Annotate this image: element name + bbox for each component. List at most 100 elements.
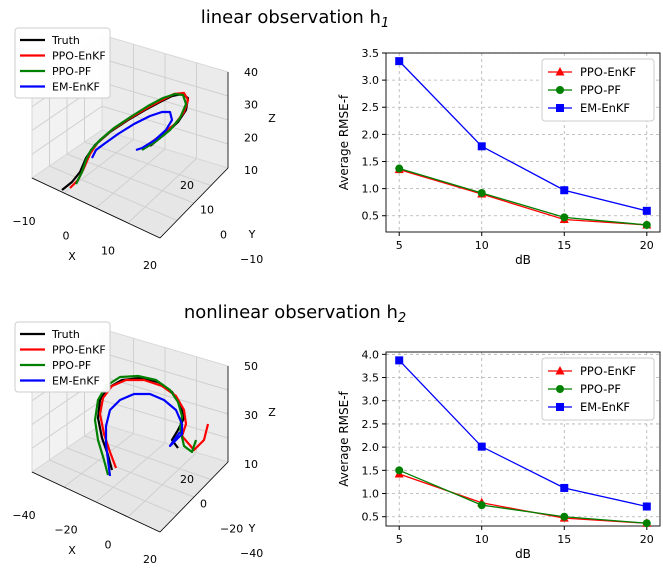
x-axis-label: dB bbox=[515, 253, 531, 267]
x-tick-label: 20 bbox=[640, 239, 654, 252]
x-tick-label: 20 bbox=[143, 259, 157, 272]
plot-frame bbox=[385, 52, 661, 233]
legend-label: PPO-EnKF bbox=[52, 344, 106, 357]
x-tick-label: −20 bbox=[54, 524, 77, 537]
legend-marker bbox=[555, 67, 565, 76]
legend-marker bbox=[556, 403, 564, 411]
series-line bbox=[398, 60, 647, 212]
data-point bbox=[642, 220, 651, 229]
x-tick-label: 20 bbox=[143, 553, 157, 566]
grid-line bbox=[31, 105, 103, 155]
panel-title: linear observation h1 bbox=[201, 7, 390, 31]
line-chart: 5 10 15 20 0.5 1.0 1.5 2.0 2.5 3.0 3.5 4.0 dB Average… bbox=[337, 348, 661, 561]
data-point bbox=[395, 164, 404, 173]
em-enkf-curve bbox=[91, 110, 174, 159]
y-tick-label: 0 bbox=[220, 228, 227, 241]
legend-label: PPO-PF bbox=[580, 382, 621, 396]
em-enkf-curve bbox=[104, 392, 184, 477]
legend: Truth PPO-EnKF PPO-PF EM-EnKF bbox=[14, 321, 111, 393]
ppo-pf-curve bbox=[75, 92, 188, 185]
legend-label: PPO-PF bbox=[52, 359, 91, 372]
z-tick-label: 20 bbox=[244, 131, 258, 144]
y-tick-label: 4.0 bbox=[362, 348, 380, 361]
series-line bbox=[399, 167, 647, 226]
data-point bbox=[477, 188, 486, 197]
grid-line bbox=[31, 399, 103, 449]
legend-box bbox=[14, 27, 111, 99]
data-point bbox=[395, 466, 404, 475]
y-tick-label: 0 bbox=[200, 498, 207, 511]
legend: PPO-EnKF PPO-PF EM-EnKF bbox=[541, 58, 655, 122]
grid-line bbox=[95, 148, 166, 209]
y-tick-label: 2.5 bbox=[362, 418, 380, 431]
ppo-enkf-curve bbox=[98, 378, 210, 469]
z-tick-label: 40 bbox=[244, 66, 258, 79]
panel-title: nonlinear observation h2 bbox=[184, 302, 406, 326]
y-tick-label: 3.0 bbox=[362, 74, 380, 87]
series-line bbox=[398, 359, 647, 508]
plot-3d: −10 0 10 20 −10 0 10 20 10 20 30 40 X Y Z Truth PPO-EnKF… bbox=[12, 27, 276, 272]
legend-box bbox=[14, 321, 111, 393]
legend-label: EM-EnKF bbox=[52, 375, 100, 388]
x-axis-label: X bbox=[68, 250, 76, 263]
x-tick-label: 0 bbox=[105, 538, 112, 551]
data-point bbox=[560, 512, 569, 521]
legend-marker bbox=[556, 385, 564, 393]
y-tick-label: 1.5 bbox=[362, 155, 380, 168]
y-tick-label: 1.0 bbox=[362, 183, 380, 196]
legend-marker bbox=[556, 86, 564, 94]
y-tick-label: −40 bbox=[240, 547, 263, 560]
legend-label: Truth bbox=[51, 34, 80, 47]
line-chart: 5 10 15 20 0.5 1.0 1.5 2.0 2.5 3.0 3.5 dB Average RM… bbox=[337, 47, 661, 267]
series-line bbox=[398, 469, 647, 524]
y-tick-label: −20 bbox=[220, 522, 243, 535]
data-point bbox=[395, 57, 404, 66]
y-axis-label: Y bbox=[248, 228, 256, 241]
legend-label: PPO-PF bbox=[52, 65, 91, 78]
x-tick-label: 0 bbox=[63, 230, 70, 243]
y-tick-label: 2.0 bbox=[362, 441, 380, 454]
x-axis-label: dB bbox=[515, 547, 531, 561]
x-tick-label: 15 bbox=[557, 533, 571, 546]
grid-line bbox=[84, 141, 212, 186]
z-tick-label: 10 bbox=[244, 458, 258, 471]
plot-3d: −40 −20 0 20 −40 −20 0 20 10 30 50 X Y Z Truth PPO-EnKF… bbox=[12, 321, 276, 566]
legend: Truth PPO-EnKF PPO-PF EM-EnKF bbox=[14, 27, 111, 99]
data-point bbox=[477, 442, 486, 451]
data-point bbox=[642, 206, 651, 215]
x-axis-line bbox=[31, 177, 161, 239]
z-tick-label: 30 bbox=[244, 409, 258, 422]
x-axis-line bbox=[31, 471, 161, 533]
legend-label: PPO-EnKF bbox=[580, 65, 636, 79]
legend-label: EM-EnKF bbox=[580, 101, 630, 115]
z-axis-label: Z bbox=[268, 406, 276, 419]
legend-box bbox=[541, 357, 655, 421]
y-tick-label: 1.0 bbox=[362, 488, 380, 501]
x-axis-label: X bbox=[68, 544, 76, 557]
legend: PPO-EnKF PPO-PF EM-EnKF bbox=[541, 357, 655, 421]
legend-marker bbox=[556, 104, 564, 112]
y-tick-label: 20 bbox=[180, 179, 194, 192]
x-tick-label: −10 bbox=[12, 215, 35, 228]
legend-label: PPO-EnKF bbox=[580, 364, 636, 378]
data-point bbox=[395, 356, 404, 365]
y-tick-label: 20 bbox=[180, 473, 194, 486]
y-tick-label: 0.5 bbox=[362, 210, 380, 223]
y-axis-label: Average RMSE-f bbox=[337, 390, 351, 486]
plot-frame bbox=[385, 351, 661, 527]
data-point bbox=[560, 483, 569, 492]
x-tick-label: −40 bbox=[12, 509, 35, 522]
data-point bbox=[642, 502, 651, 511]
y-tick-label: 10 bbox=[200, 204, 214, 217]
x-tick-label: 10 bbox=[475, 239, 489, 252]
x-tick-label: 20 bbox=[640, 533, 654, 546]
data-point bbox=[560, 186, 569, 195]
y-axis-line bbox=[159, 167, 229, 239]
data-point bbox=[477, 501, 486, 510]
y-tick-label: 1.5 bbox=[362, 464, 380, 477]
y-axis-label: Y bbox=[248, 522, 256, 535]
y-tick-label: 2.5 bbox=[362, 101, 380, 114]
x-tick-label: 10 bbox=[475, 533, 489, 546]
z-tick-label: 50 bbox=[244, 360, 258, 373]
